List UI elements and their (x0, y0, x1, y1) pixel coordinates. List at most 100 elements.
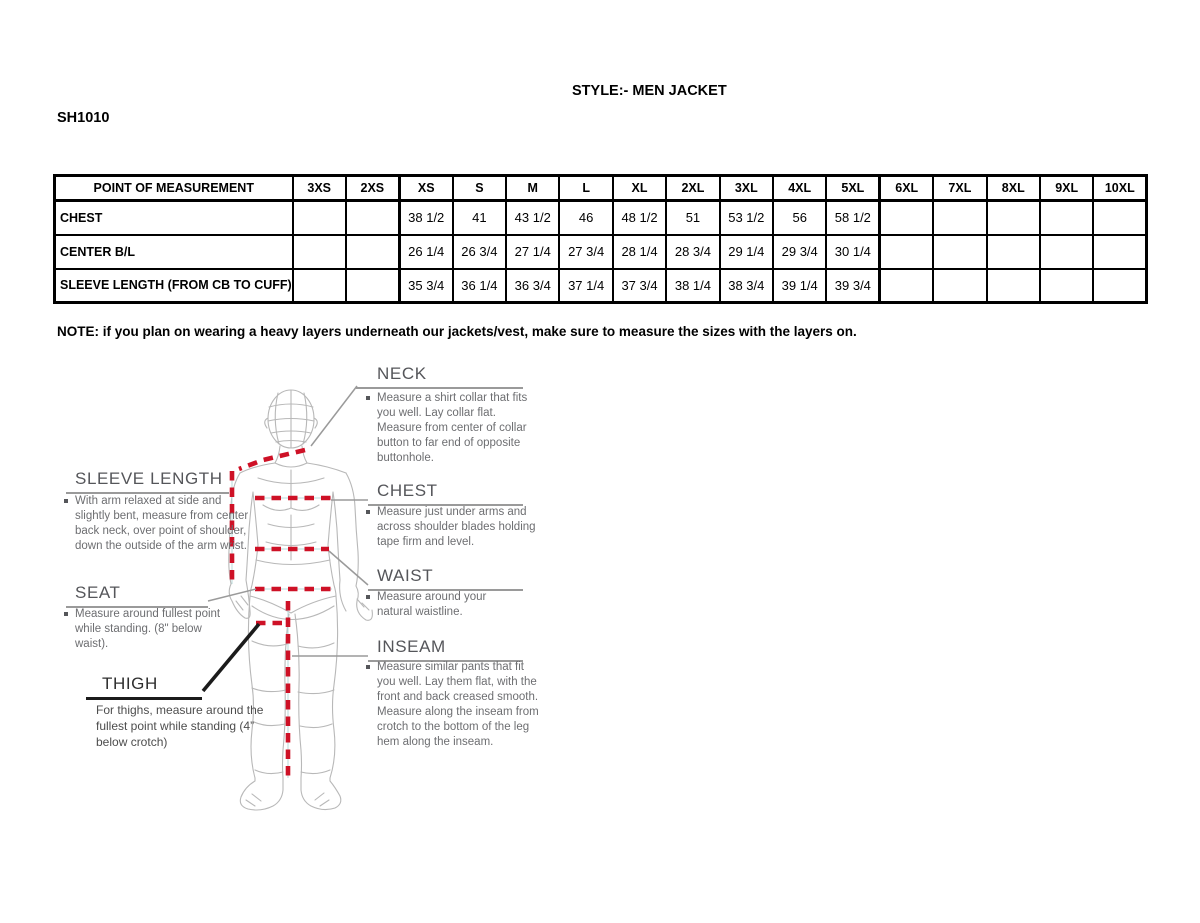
size-value-cell: 30 1/4 (825, 233, 882, 270)
size-column-header: 4XL (772, 174, 828, 202)
thigh-callout-line (201, 622, 261, 693)
neck-callout-line (310, 385, 358, 447)
row-label: CHEST (53, 199, 294, 236)
size-column-header: 2XS (344, 174, 401, 202)
measurement-column-header: POINT OF MEASUREMENT (53, 174, 294, 202)
size-value-cell (878, 199, 935, 236)
size-value-cell: 39 1/4 (772, 267, 828, 304)
seat-callout-line (207, 588, 257, 602)
bullet-square-icon (366, 665, 370, 669)
size-value-cell: 51 (665, 199, 721, 236)
thigh-description: For thighs, measure around the fullest p… (96, 703, 286, 750)
size-table-body: CHEST 38 1/2 41 43 1/2 46 48 1/2 51 53 1/2 56 58 … (53, 199, 1148, 304)
size-value-cell (1038, 233, 1095, 270)
bullet-square-icon (366, 595, 370, 599)
size-value-cell: 38 1/2 (397, 199, 454, 236)
size-value-cell (985, 267, 1041, 304)
size-value-cell (985, 199, 1041, 236)
size-value-cell (932, 267, 988, 304)
size-value-cell: 26 3/4 (451, 233, 508, 270)
size-value-cell: 36 1/4 (451, 267, 508, 304)
seat-description-text: Measure around fullest point while stand… (75, 608, 221, 650)
size-value-cell: 28 3/4 (665, 233, 721, 270)
size-value-cell: 37 1/4 (558, 267, 614, 304)
size-value-cell: 27 1/4 (505, 233, 561, 270)
waist-label: WAIST (368, 566, 523, 591)
sleeve-length-label: SLEEVE LENGTH (66, 469, 229, 494)
size-column-header: 5XL (825, 174, 882, 202)
neck-label: NECK (356, 364, 523, 389)
size-value-cell (344, 233, 401, 270)
size-value-cell (291, 199, 347, 236)
size-value-cell: 38 3/4 (718, 267, 775, 304)
size-value-cell: 58 1/2 (825, 199, 882, 236)
size-value-cell (932, 233, 988, 270)
chest-label: CHEST (368, 481, 523, 506)
size-column-header: L (558, 174, 614, 202)
neck-description-text: Measure a shirt collar that fits you wel… (377, 392, 528, 464)
seat-label: SEAT (66, 583, 208, 608)
chest-description: Measure just under arms and across shoul… (366, 505, 541, 550)
size-value-cell: 41 (451, 199, 508, 236)
chest-description-text: Measure just under arms and across shoul… (377, 506, 536, 548)
size-table-header-row: POINT OF MEASUREMENT 3XS 2XS XS S M L XL 2XL 3XL 4… (53, 174, 1148, 202)
table-row: CENTER B/L 26 1/4 26 3/4 27 1/4 27 3/4 28 1/4… (53, 233, 1148, 270)
size-value-cell (1092, 199, 1148, 236)
size-value-cell (985, 233, 1041, 270)
size-value-cell: 26 1/4 (397, 233, 454, 270)
style-code: SH1010 (57, 110, 110, 126)
sleeve-length-description: With arm relaxed at side and slightly be… (64, 494, 249, 554)
inseam-description-text: Measure similar pants that fit you well.… (377, 661, 539, 748)
size-column-header: S (451, 174, 508, 202)
size-column-header: 7XL (932, 174, 988, 202)
thigh-description-text: For thighs, measure around the fullest p… (96, 703, 264, 749)
size-column-header: M (505, 174, 561, 202)
size-value-cell (1038, 267, 1095, 304)
size-value-cell: 36 3/4 (505, 267, 561, 304)
size-value-cell: 29 1/4 (718, 233, 775, 270)
size-column-header: XL (611, 174, 668, 202)
size-value-cell: 28 1/4 (611, 233, 668, 270)
size-column-header: 10XL (1092, 174, 1148, 202)
measurement-dashed-lines (229, 447, 332, 778)
size-column-header: 6XL (878, 174, 935, 202)
size-value-cell: 27 3/4 (558, 233, 614, 270)
table-row: CHEST 38 1/2 41 43 1/2 46 48 1/2 51 53 1/2 56 58 … (53, 199, 1148, 236)
size-value-cell: 48 1/2 (611, 199, 668, 236)
waist-callout-line (328, 550, 369, 586)
inseam-label: INSEAM (368, 637, 523, 662)
bullet-square-icon (366, 510, 370, 514)
row-label: SLEEVE LENGTH (FROM CB TO CUFF) (53, 267, 294, 304)
size-value-cell: 38 1/4 (665, 267, 721, 304)
size-value-cell (932, 199, 988, 236)
bullet-square-icon (366, 396, 370, 400)
neck-measure-line (238, 447, 306, 472)
size-column-header: XS (397, 174, 454, 202)
size-value-cell: 53 1/2 (718, 199, 775, 236)
size-value-cell: 43 1/2 (505, 199, 561, 236)
size-value-cell (291, 233, 347, 270)
row-label: CENTER B/L (53, 233, 294, 270)
bullet-square-icon (64, 612, 68, 616)
seat-description: Measure around fullest point while stand… (64, 607, 224, 652)
size-column-header: 8XL (985, 174, 1041, 202)
size-value-cell (344, 267, 401, 304)
size-value-cell: 35 3/4 (397, 267, 454, 304)
callout-connector-lines (207, 385, 369, 657)
size-value-cell: 39 3/4 (825, 267, 882, 304)
size-value-cell (878, 233, 935, 270)
bullet-square-icon (64, 499, 68, 503)
size-value-cell: 29 3/4 (772, 233, 828, 270)
size-table: POINT OF MEASUREMENT 3XS 2XS XS S M L XL 2XL 3XL 4… (53, 174, 1149, 304)
size-value-cell (1038, 199, 1095, 236)
size-value-cell (344, 199, 401, 236)
size-column-header: 9XL (1038, 174, 1095, 202)
waist-description: Measure around your natural waistline. (366, 590, 521, 620)
table-row: SLEEVE LENGTH (FROM CB TO CUFF) 35 3/4 36 … (53, 267, 1148, 304)
size-value-cell: 56 (772, 199, 828, 236)
size-value-cell (1092, 233, 1148, 270)
size-column-header: 3XS (291, 174, 347, 202)
size-value-cell (878, 267, 935, 304)
